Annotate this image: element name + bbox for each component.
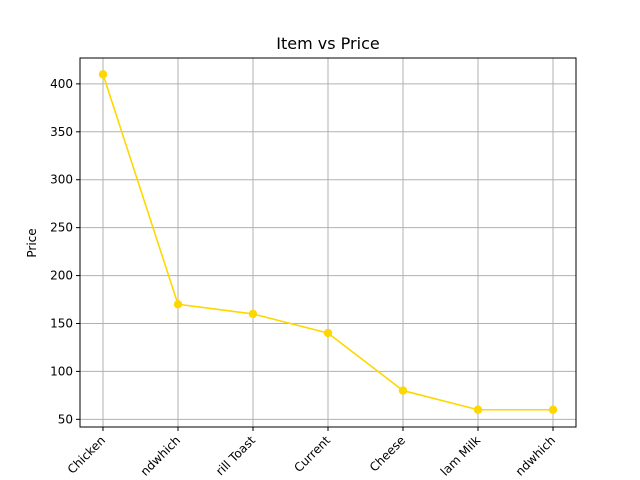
data-point — [548, 405, 558, 414]
data-point — [248, 309, 258, 319]
data-point — [173, 300, 183, 309]
plot-frame — [79, 57, 577, 428]
data-point — [398, 386, 408, 395]
data-point — [323, 328, 333, 338]
data-point — [98, 70, 108, 79]
y-axis-label: Price — [25, 228, 39, 257]
y-tick-label: 50 — [58, 412, 73, 426]
y-tick-label: 300 — [50, 173, 73, 187]
y-tick-label: 200 — [50, 269, 73, 283]
y-tick-label: 150 — [50, 316, 73, 330]
y-tick-label: 100 — [50, 364, 73, 378]
data-point — [473, 405, 483, 414]
y-tick-label: 350 — [50, 125, 73, 139]
series-layer — [98, 70, 558, 414]
chart-title: Item vs Price — [276, 34, 379, 53]
y-tick-label: 400 — [50, 77, 73, 91]
grid-layer — [80, 58, 576, 427]
y-tick-label: 250 — [50, 221, 73, 235]
